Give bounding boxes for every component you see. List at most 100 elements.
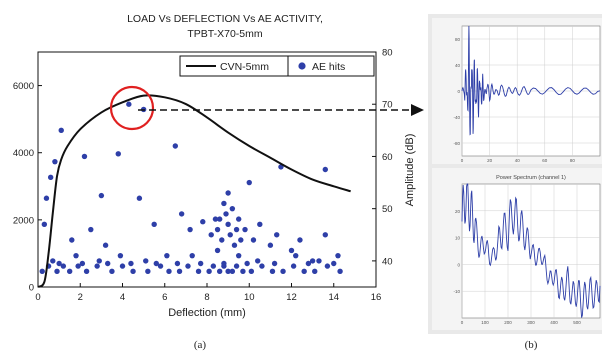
ae-hit-point bbox=[153, 260, 159, 267]
ae-hit-point bbox=[43, 195, 50, 201]
ae-hit-point bbox=[240, 268, 246, 275]
ae-hit-point bbox=[210, 263, 217, 269]
y2-tick-label: 70 bbox=[382, 100, 393, 111]
chart-a-legend: CVN-5mm AE hits bbox=[179, 55, 375, 77]
ae-hit-point bbox=[197, 260, 204, 267]
x-tick-label: 8 bbox=[204, 292, 209, 303]
y-tick-label: 40 bbox=[455, 63, 461, 68]
ae-hit-point bbox=[248, 268, 255, 275]
chart-a-y2-axis-label: Amplitude (dB) bbox=[404, 134, 416, 207]
ae-hit-point bbox=[81, 153, 88, 160]
ae-hit-point bbox=[290, 263, 297, 269]
y-tick-label: -10 bbox=[453, 289, 460, 294]
ae-hit-point bbox=[176, 268, 183, 275]
annotation-arrowhead bbox=[411, 104, 424, 116]
caption-a: (a) bbox=[194, 339, 207, 351]
ae-hit-point bbox=[50, 258, 56, 264]
y-tick-label: 0 bbox=[457, 89, 460, 94]
spectrum-grid bbox=[461, 184, 600, 318]
ae-hit-point bbox=[214, 247, 221, 254]
spectrum-series bbox=[461, 183, 601, 318]
x-tick-label: 12 bbox=[286, 292, 297, 303]
ae-hit-point bbox=[151, 221, 157, 228]
ae-hit-point bbox=[233, 263, 240, 269]
ae-hit-point bbox=[238, 237, 244, 243]
ae-hit-point bbox=[102, 242, 109, 248]
ae-hit-point bbox=[174, 260, 181, 267]
ae-hit-point bbox=[185, 263, 191, 269]
ae-hit-point bbox=[267, 242, 274, 248]
ae-hit-point bbox=[208, 232, 214, 238]
ae-hit-point bbox=[195, 268, 202, 275]
y-tick-label: 6000 bbox=[13, 81, 34, 92]
x-tick-label: 0 bbox=[461, 158, 464, 163]
ae-hit-point bbox=[130, 268, 136, 275]
x-tick-label: 16 bbox=[371, 292, 382, 303]
ae-hit-point bbox=[96, 258, 102, 264]
ae-hit-point bbox=[244, 260, 250, 267]
x-tick-label: 20 bbox=[487, 158, 493, 163]
y-tick-label: 0 bbox=[457, 262, 460, 267]
ae-hit-point bbox=[200, 219, 206, 225]
x-tick-label: 2 bbox=[78, 292, 83, 303]
ae-hit-point bbox=[233, 226, 240, 233]
ae-hit-point bbox=[274, 232, 280, 238]
waveform-ticks: -80 -40 0 40 80 0 20 40 60 80 bbox=[453, 37, 575, 163]
ae-hit-point bbox=[52, 158, 58, 165]
ae-hit-point bbox=[216, 216, 223, 222]
legend-divider bbox=[287, 55, 375, 77]
ae-hit-point bbox=[143, 258, 149, 264]
waveform-series bbox=[461, 25, 601, 136]
ae-hit-point bbox=[88, 226, 94, 233]
ae-hit-point bbox=[288, 247, 295, 254]
ae-hit-point bbox=[280, 268, 286, 275]
highlight-circle bbox=[109, 85, 155, 131]
ae-hit-point bbox=[297, 237, 303, 243]
ae-hit-point bbox=[105, 260, 111, 267]
ae-hit-point bbox=[259, 263, 265, 269]
ae-hit-point bbox=[73, 252, 79, 259]
ae-hit-point bbox=[301, 268, 307, 275]
ae-hit-point bbox=[83, 268, 90, 275]
ae-hit-point bbox=[312, 268, 318, 275]
chart-a-y2-ticks: 40 50 60 70 80 bbox=[372, 48, 393, 267]
y-tick-label: 10 bbox=[455, 236, 461, 241]
ae-hit-point bbox=[60, 263, 67, 269]
ae-hit-point bbox=[305, 260, 312, 267]
ae-hit-point bbox=[331, 260, 337, 267]
ae-hit-point bbox=[75, 263, 81, 269]
y2-tick-label: 40 bbox=[382, 256, 393, 267]
ae-hit-point bbox=[271, 260, 278, 267]
ae-hit-point bbox=[145, 268, 151, 275]
ae-hit-point bbox=[47, 174, 54, 181]
ae-hit-point bbox=[94, 263, 100, 269]
chart-a: LOAD Vs DEFLECTION Vs AE ACTIVITY, TPBT-… bbox=[13, 13, 424, 351]
x-tick-label: 10 bbox=[244, 292, 255, 303]
ae-hit-point bbox=[66, 268, 73, 275]
y2-tick-label: 80 bbox=[382, 48, 393, 59]
spectrum-title: Power Spectrum (channel 1) bbox=[496, 175, 566, 181]
x-tick-label: 500 bbox=[573, 320, 581, 325]
legend-dot-swatch bbox=[298, 62, 306, 70]
y-tick-label: 20 bbox=[455, 209, 461, 214]
ae-hit-point bbox=[324, 263, 331, 269]
ae-hit-point bbox=[227, 232, 233, 238]
legend-label-ae: AE hits bbox=[312, 61, 345, 73]
ae-hit-point bbox=[214, 226, 221, 233]
y-tick-label: -40 bbox=[453, 115, 460, 120]
ae-hit-point bbox=[246, 179, 252, 186]
ae-hit-point bbox=[223, 211, 229, 217]
ae-hit-point bbox=[172, 143, 179, 149]
ae-hit-point bbox=[322, 166, 328, 173]
ae-hit-point bbox=[229, 205, 236, 212]
x-tick-label: 40 bbox=[515, 158, 521, 163]
ae-hit-point bbox=[335, 252, 341, 259]
ae-hit-point bbox=[128, 260, 134, 267]
y2-tick-label: 50 bbox=[382, 204, 393, 215]
legend-label-cvn: CVN-5mm bbox=[220, 61, 269, 73]
ae-hit-point bbox=[255, 258, 261, 264]
ae-hit-point bbox=[219, 237, 225, 243]
ae-hit-point bbox=[257, 221, 263, 228]
